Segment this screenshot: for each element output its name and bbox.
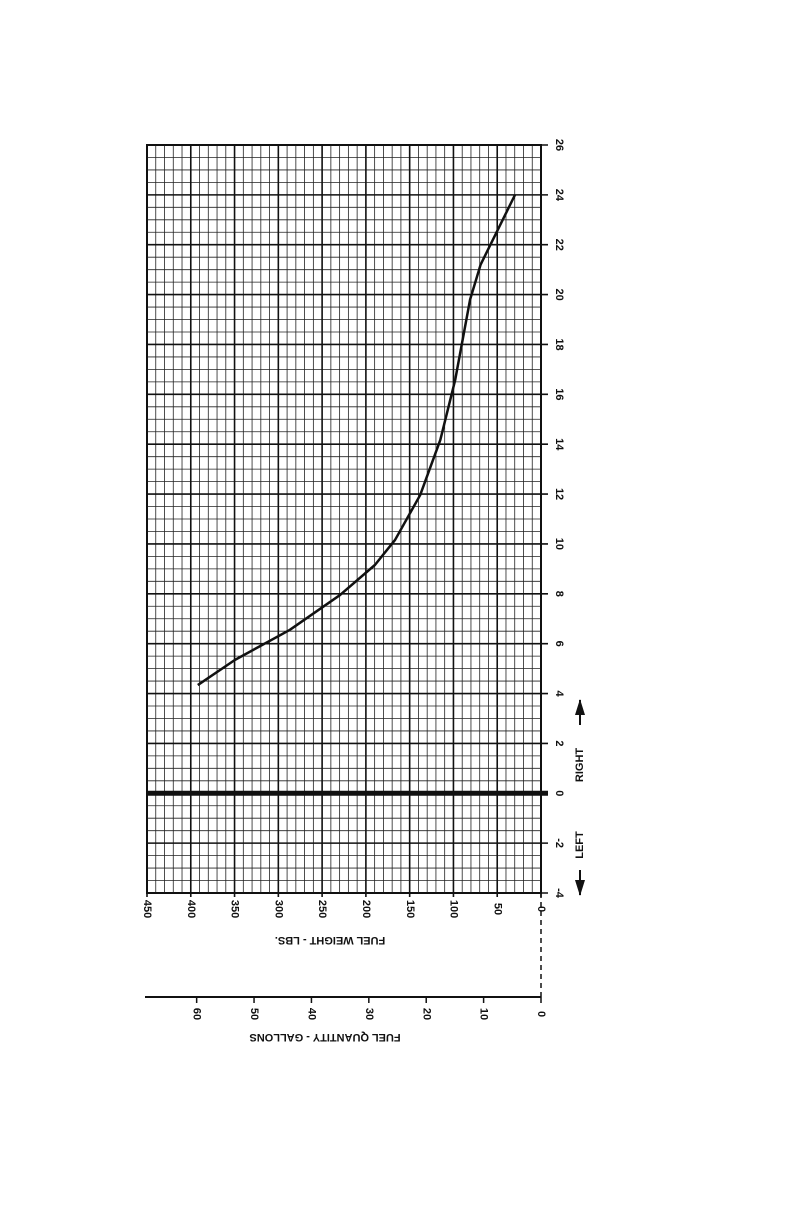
y-tick-label: 12	[553, 488, 565, 500]
x2-tick-label: 60	[191, 1008, 203, 1020]
x-axis-title: FUEL WEIGHT - LBS.	[275, 934, 385, 946]
right-label: RIGHT	[574, 748, 586, 783]
x2-tick-label: 10	[478, 1008, 490, 1020]
right-arrow-head	[575, 699, 585, 715]
x2-tick-label: 20	[420, 1008, 432, 1020]
left-arrow-head	[575, 880, 585, 896]
y-tick-label: 2	[553, 740, 565, 746]
x-tick-label: 0	[535, 906, 547, 912]
y-tick-label: 6	[553, 641, 565, 647]
y-tick-label: 8	[553, 591, 565, 597]
x2-tick-label: 0	[535, 1011, 547, 1017]
x-tick-label: 300	[272, 900, 284, 918]
x-tick-label: 250	[316, 900, 328, 918]
y-tick-label: 0	[553, 790, 565, 796]
curve	[197, 194, 517, 687]
x-tick-label: 400	[185, 900, 197, 918]
x-tick-label: 150	[404, 900, 416, 918]
y-tick-label: 26	[553, 139, 565, 151]
x2-axis-title: FUEL QUANTITY - GALLONS	[249, 1031, 400, 1043]
x-tick-label: 350	[229, 900, 241, 918]
x-tick-label: 100	[448, 900, 460, 918]
x-tick-label: 200	[360, 900, 372, 918]
x2-tick-label: 50	[248, 1008, 260, 1020]
y-tick-label: -4	[553, 888, 565, 899]
x2-tick-label: 40	[306, 1008, 318, 1020]
left-label: LEFT	[574, 831, 586, 859]
y-tick-label: 14	[553, 438, 565, 451]
y-tick-label: 4	[553, 690, 565, 697]
y-tick-label: 10	[553, 538, 565, 550]
y-tick-label: 24	[553, 189, 565, 202]
x-tick-label: 450	[141, 900, 153, 918]
y-tick-label: 20	[553, 288, 565, 300]
y-tick-label: 16	[553, 388, 565, 400]
x2-tick-label: 30	[363, 1008, 375, 1020]
y-tick-label: 22	[553, 239, 565, 251]
y-tick-label: 18	[553, 338, 565, 350]
x-tick-label: 50	[491, 903, 503, 915]
y-tick-label: -2	[553, 838, 565, 848]
